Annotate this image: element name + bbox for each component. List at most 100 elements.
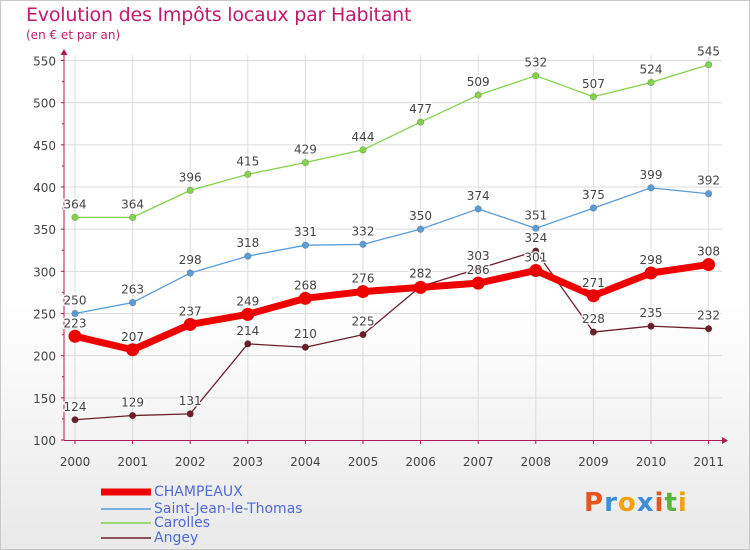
data-point-saint-jean-le-thomas xyxy=(647,184,655,192)
data-point-champeaux xyxy=(702,258,716,272)
x-tick-label: 2009 xyxy=(578,455,609,469)
data-point-carolles xyxy=(71,213,79,221)
data-label-carolles: 415 xyxy=(236,154,259,168)
grid-lines xyxy=(64,55,722,440)
data-label-carolles: 364 xyxy=(64,197,87,211)
data-point-angey xyxy=(301,343,310,351)
data-point-carolles xyxy=(129,213,137,221)
data-label-halo: 332 xyxy=(352,224,375,238)
data-label-halo: 350 xyxy=(409,209,432,223)
data-point-angey xyxy=(129,411,137,420)
data-point-saint-jean-le-thomas xyxy=(186,269,194,277)
data-point-saint-jean-le-thomas xyxy=(301,241,310,249)
legend-label-champeaux: CHAMPEAUX xyxy=(154,484,243,500)
logo-letter: i xyxy=(654,488,665,518)
data-point-angey xyxy=(186,410,194,418)
data-label-angey: 131 xyxy=(179,394,202,408)
logo-letter: x xyxy=(636,488,655,518)
axes: 100 150 200 250 300 350 400 450 500 550 2000 2001 20… xyxy=(33,49,728,469)
data-label-saint-jean-le-thomas: 331 xyxy=(294,225,317,239)
data-point-champeaux xyxy=(241,307,255,321)
data-point-angey xyxy=(647,322,655,330)
data-label-halo: 308 xyxy=(697,245,720,259)
y-tick-label: 400 xyxy=(33,181,56,195)
logo-letter: P xyxy=(584,488,605,518)
data-label-carolles: 429 xyxy=(294,143,317,157)
data-label-angey: 129 xyxy=(121,396,144,410)
data-point-champeaux xyxy=(644,266,658,280)
data-label-halo: 223 xyxy=(64,316,87,330)
data-label-angey: 232 xyxy=(697,309,720,323)
data-point-angey xyxy=(474,265,482,273)
data-label-angey: 324 xyxy=(524,231,547,245)
data-point-saint-jean-le-thomas xyxy=(359,240,367,248)
x-tick-label: 2001 xyxy=(117,455,148,469)
data-label-halo: 399 xyxy=(640,168,663,182)
data-label-halo: 298 xyxy=(640,253,663,267)
x-tick-label: 2011 xyxy=(693,455,724,469)
y-axis-arrow xyxy=(60,49,68,55)
data-label-saint-jean-le-thomas: 263 xyxy=(121,283,144,297)
data-point-carolles xyxy=(532,72,540,80)
series-line-angey xyxy=(74,250,710,421)
data-label-halo: 276 xyxy=(352,272,375,286)
data-label-carolles: 532 xyxy=(524,56,547,70)
data-label-champeaux: 308 xyxy=(697,245,720,259)
logo-letter: r xyxy=(604,488,618,518)
data-label-halo: 286 xyxy=(467,263,490,277)
data-label-halo: 250 xyxy=(64,294,87,308)
logo-letter: i xyxy=(677,488,688,518)
y-tick-label: 450 xyxy=(33,139,56,153)
data-label-halo: 131 xyxy=(179,394,202,408)
data-point-angey xyxy=(532,247,540,255)
x-tick-label: 2005 xyxy=(348,455,379,469)
legend-label-carolles: Carolles xyxy=(154,515,211,531)
chart-subtitle: (en € et par an) xyxy=(26,28,121,42)
data-label-halo: 375 xyxy=(582,188,605,202)
data-label-halo: 396 xyxy=(179,170,202,184)
data-label-carolles: 477 xyxy=(409,102,432,116)
data-point-angey xyxy=(589,328,598,336)
data-point-saint-jean-le-thomas xyxy=(532,224,540,232)
legend-label-angey: Angey xyxy=(154,530,199,546)
data-point-champeaux xyxy=(298,291,312,305)
data-label-halo: 235 xyxy=(640,306,663,320)
data-point-carolles xyxy=(589,93,598,101)
data-label-champeaux: 237 xyxy=(179,304,202,318)
data-point-angey xyxy=(244,340,252,348)
data-point-champeaux xyxy=(356,285,370,299)
data-label-carolles: 509 xyxy=(467,75,490,89)
data-label-angey: 228 xyxy=(582,312,605,326)
series-group xyxy=(68,61,716,424)
y-tick-label: 350 xyxy=(33,223,56,237)
data-label-saint-jean-le-thomas: 318 xyxy=(236,236,259,250)
data-label-champeaux: 276 xyxy=(352,272,375,286)
data-label-carolles: 444 xyxy=(352,130,375,144)
data-label-champeaux: 223 xyxy=(64,316,87,330)
y-tick-label: 550 xyxy=(33,55,56,69)
data-point-saint-jean-le-thomas xyxy=(129,298,137,307)
x-tick-label: 2006 xyxy=(405,455,436,469)
data-label-halo: 124 xyxy=(64,400,87,414)
data-label-carolles: 545 xyxy=(697,45,720,59)
data-label-halo: 210 xyxy=(294,327,317,341)
data-point-champeaux xyxy=(414,280,428,294)
data-label-saint-jean-le-thomas: 298 xyxy=(179,253,202,267)
data-label-halo: 263 xyxy=(121,283,144,297)
data-label-halo: 298 xyxy=(179,253,202,267)
data-label-angey: 214 xyxy=(236,324,259,338)
y-tick-label: 150 xyxy=(33,392,56,406)
data-point-carolles xyxy=(186,186,194,194)
data-point-angey xyxy=(71,416,79,424)
data-label-saint-jean-le-thomas: 374 xyxy=(467,189,490,203)
data-point-champeaux xyxy=(68,329,82,343)
logo-letter: t xyxy=(664,488,678,518)
data-label-halo: 351 xyxy=(524,208,547,222)
legend xyxy=(101,488,151,539)
data-label-champeaux: 268 xyxy=(294,278,317,292)
data-label-angey: 235 xyxy=(640,306,663,320)
x-tick-label: 2002 xyxy=(175,455,206,469)
x-tick-label: 2004 xyxy=(290,455,321,469)
